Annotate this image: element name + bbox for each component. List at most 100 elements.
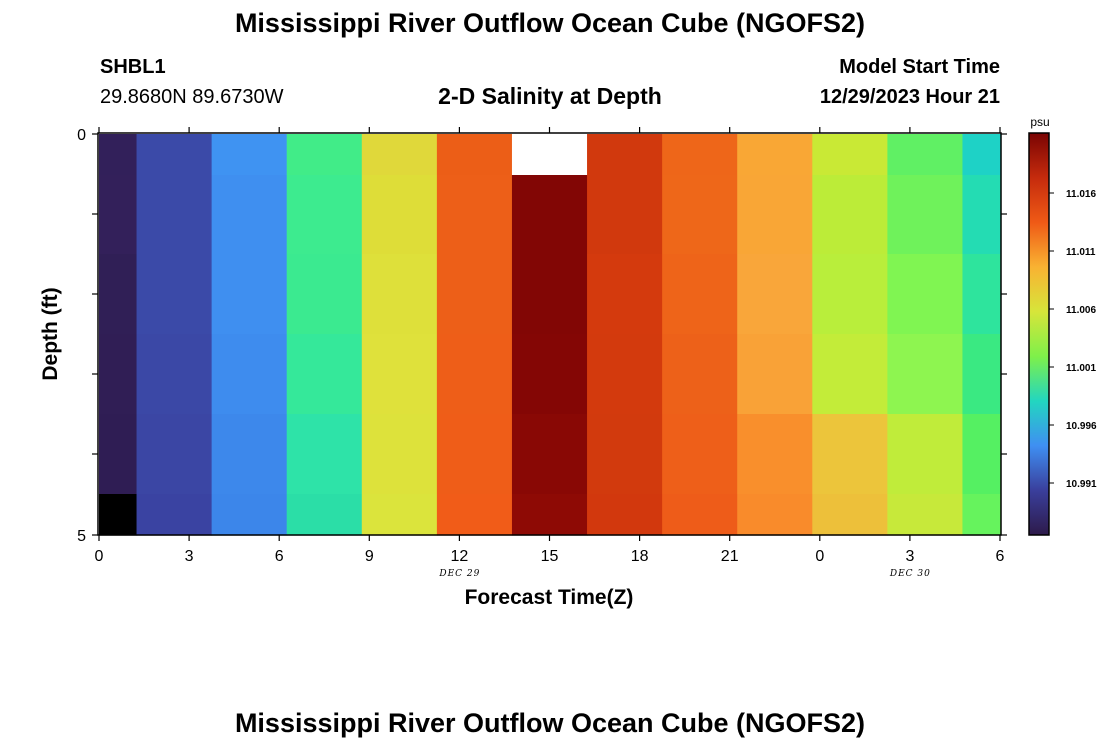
heatmap-cell bbox=[511, 175, 588, 255]
heatmap-cell bbox=[211, 494, 288, 536]
heatmap-cell bbox=[962, 254, 1001, 335]
heatmap-cell bbox=[99, 134, 138, 176]
y-tick-labels: 05 bbox=[77, 127, 86, 545]
y-axis-label: Depth (ft) bbox=[39, 287, 62, 380]
heatmap-cell bbox=[887, 414, 964, 495]
axis-ticks bbox=[92, 127, 1007, 541]
heatmap-cell bbox=[286, 494, 363, 536]
colorbar-tick-label: 11.011 bbox=[1066, 247, 1096, 258]
heatmap-cell bbox=[361, 134, 438, 176]
heatmap-cell bbox=[361, 254, 438, 335]
heatmap-cell bbox=[436, 494, 513, 536]
heatmap-cell bbox=[812, 494, 888, 536]
x-tick-label: 21 bbox=[721, 548, 739, 565]
heatmap-cell bbox=[887, 175, 964, 255]
heatmap-cell bbox=[136, 175, 213, 255]
heatmap-cell bbox=[962, 134, 1001, 176]
heatmap-cell bbox=[962, 494, 1001, 536]
heatmap-cell bbox=[211, 254, 288, 335]
heatmap-cell bbox=[662, 175, 738, 255]
heatmap-cell bbox=[887, 254, 964, 335]
heatmap-cell bbox=[812, 414, 888, 495]
heatmap-cell bbox=[587, 494, 663, 536]
heatmap-cell bbox=[511, 134, 588, 176]
colorbar-tick-label: 11.001 bbox=[1066, 363, 1096, 374]
x-tick-label: 18 bbox=[631, 548, 649, 565]
heatmap-cell bbox=[286, 175, 363, 255]
heatmap-cell bbox=[286, 134, 363, 176]
x-tick-labels: 0 3 6 9 12 15 18 21 0 3 6 bbox=[95, 548, 1005, 565]
heatmap-cell bbox=[587, 134, 663, 176]
heatmap-cell bbox=[812, 175, 888, 255]
x-tick-label: 6 bbox=[996, 548, 1005, 565]
model-start-value: 12/29/2023 Hour 21 bbox=[819, 86, 1000, 108]
heatmap-cell bbox=[662, 494, 738, 536]
heatmap-cell bbox=[286, 254, 363, 335]
day-label: DEC 29 bbox=[439, 569, 481, 579]
heatmap-cell bbox=[737, 494, 813, 536]
heatmap-cell bbox=[511, 254, 588, 335]
y-tick-label: 5 bbox=[77, 528, 86, 545]
y-tick-label: 0 bbox=[77, 127, 86, 144]
heatmap-cell bbox=[136, 494, 213, 536]
chart-title: 2-D Salinity at Depth bbox=[438, 83, 662, 109]
heatmap-cell bbox=[99, 414, 138, 495]
heatmap-cell bbox=[511, 334, 588, 415]
x-tick-label: 15 bbox=[541, 548, 559, 565]
heatmap-cell bbox=[962, 414, 1001, 495]
heatmap-cell bbox=[511, 414, 588, 495]
x-tick-label: 12 bbox=[451, 548, 469, 565]
heatmap-cell bbox=[887, 134, 964, 176]
heatmap-cell bbox=[211, 414, 288, 495]
colorbar-ticks: 11.016 11.011 11.006 11.001 10.996 10.991 bbox=[1049, 189, 1097, 490]
heatmap-cell bbox=[361, 414, 438, 495]
heatmap-cell bbox=[286, 414, 363, 495]
heatmap-cell bbox=[887, 334, 964, 415]
heatmap-cell bbox=[136, 414, 213, 495]
x-tick-label: 6 bbox=[275, 548, 284, 565]
x-tick-label: 0 bbox=[815, 548, 824, 565]
model-start-label: Model Start Time bbox=[839, 56, 1000, 78]
x-tick-label: 3 bbox=[185, 548, 194, 565]
heatmap-cell bbox=[812, 334, 888, 415]
heatmap-cell bbox=[662, 254, 738, 335]
heatmap-cell bbox=[211, 334, 288, 415]
heatmap-cell bbox=[436, 254, 513, 335]
heatmap-cell bbox=[662, 334, 738, 415]
heatmap-cell bbox=[136, 334, 213, 415]
heatmap-cell bbox=[286, 334, 363, 415]
heatmap-cell bbox=[962, 334, 1001, 415]
day-label: DEC 30 bbox=[889, 569, 931, 579]
heatmap-cell bbox=[99, 334, 138, 415]
heatmap-cell bbox=[361, 494, 438, 536]
x-tick-label: 0 bbox=[95, 548, 104, 565]
heatmap-cell bbox=[511, 494, 588, 536]
heatmap-cell bbox=[211, 134, 288, 176]
page-title: Mississippi River Outflow Ocean Cube (NG… bbox=[234, 8, 866, 38]
heatmap-cell bbox=[812, 254, 888, 335]
station-name: SHBL1 bbox=[100, 56, 166, 78]
colorbar-tick-label: 10.996 bbox=[1066, 421, 1097, 432]
colorbar-tick-label: 11.016 bbox=[1066, 189, 1096, 200]
heatmap-cell bbox=[737, 254, 813, 335]
colorbar-unit: psu bbox=[1030, 115, 1049, 129]
colorbar bbox=[1028, 132, 1050, 536]
colorbar-tick-label: 10.991 bbox=[1066, 479, 1097, 490]
heatmap-cell bbox=[587, 175, 663, 255]
heatmap-cell bbox=[737, 414, 813, 495]
heatmap-cell bbox=[737, 175, 813, 255]
heatmap-cell bbox=[737, 134, 813, 176]
heatmap-cell bbox=[211, 175, 288, 255]
heatmap-cell bbox=[587, 334, 663, 415]
heatmap-cell bbox=[436, 134, 513, 176]
heatmap-cell bbox=[136, 134, 213, 176]
heatmap-cell bbox=[99, 175, 138, 255]
heatmap-cell bbox=[436, 175, 513, 255]
heatmap-cell bbox=[587, 254, 663, 335]
heatmap-cell bbox=[99, 494, 138, 536]
heatmap-cell bbox=[662, 134, 738, 176]
heatmap-cell bbox=[737, 334, 813, 415]
x-axis-label: Forecast Time(Z) bbox=[465, 586, 634, 609]
heatmap-cell bbox=[99, 254, 138, 335]
